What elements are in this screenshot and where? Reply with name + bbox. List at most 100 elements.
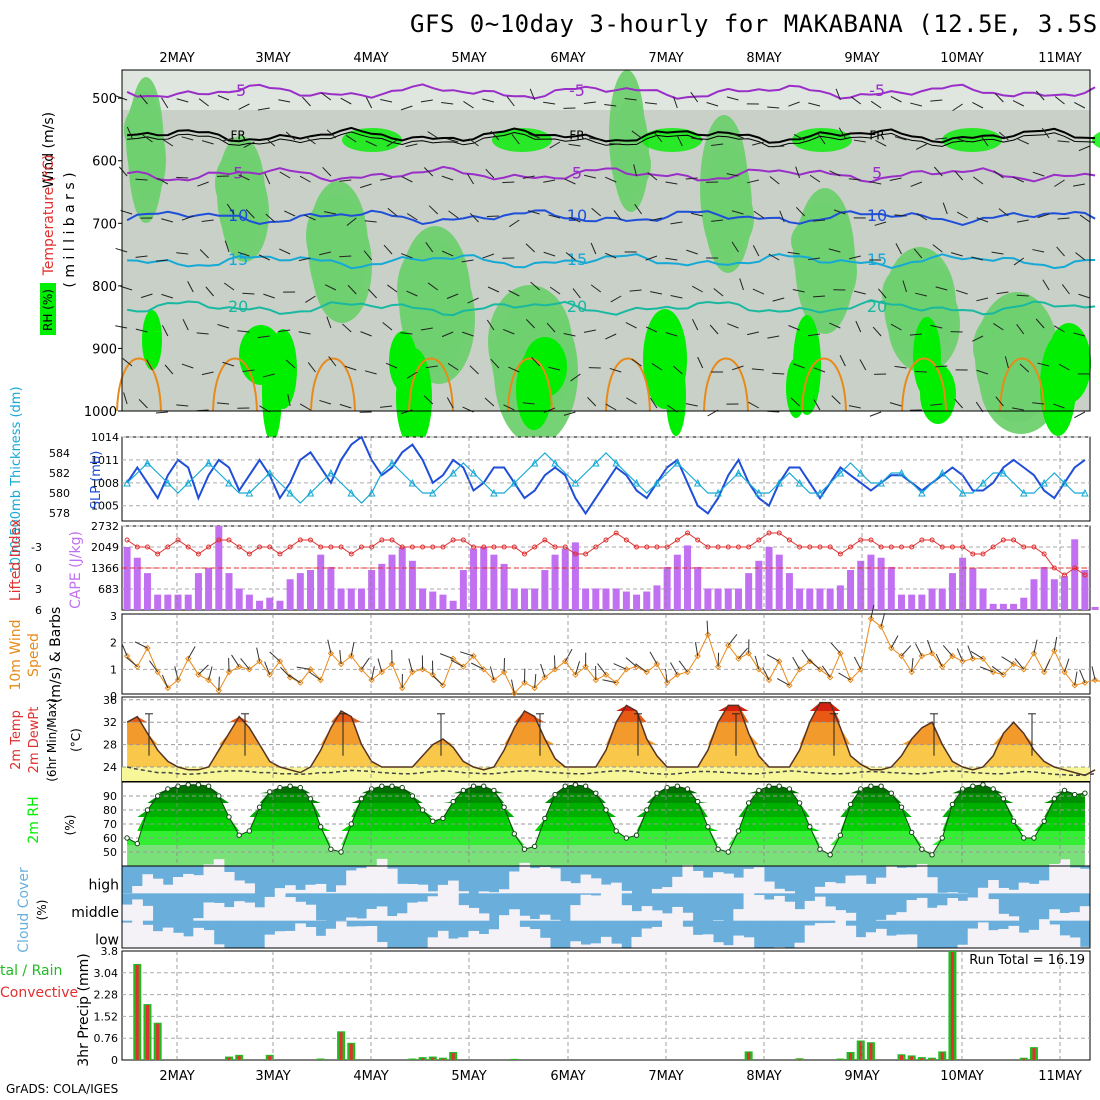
wind-barb (328, 356, 337, 367)
lifted-index-marker (257, 544, 263, 550)
cloud-gap (967, 897, 979, 921)
cape-bar (1081, 570, 1089, 610)
cloud-gap (376, 942, 388, 948)
cloud-gap (763, 881, 775, 894)
precip-total-bar (408, 1058, 417, 1060)
wind-barb (425, 241, 434, 253)
cape-bar (796, 588, 804, 610)
cape-bar (133, 557, 141, 610)
wind-barb (176, 98, 189, 103)
cape-bar (205, 568, 213, 610)
dewpoint-axis-label: 2m DewPt (27, 707, 42, 774)
wind-barb (201, 219, 214, 223)
rh-blob-high (142, 310, 162, 370)
contour-20 (126, 299, 1096, 317)
contour-label: 20 (228, 297, 248, 316)
precip-convective-bar (798, 1059, 802, 1060)
wind-barb (1012, 100, 1024, 107)
wind-barb (894, 365, 907, 369)
cape-bar (123, 547, 131, 610)
wind-barb (563, 333, 576, 337)
contour-label: 5 (233, 163, 243, 182)
wind-barb (490, 358, 500, 369)
cloud-gap (295, 901, 306, 921)
surface-wind-barb (432, 675, 444, 686)
wind-barb (1057, 140, 1070, 143)
wind-barb (972, 102, 984, 109)
cloud-gap (855, 875, 867, 894)
wind-barb (340, 97, 352, 105)
wind-barb (302, 96, 311, 107)
cape-bar (775, 554, 783, 610)
wind-barb (197, 181, 209, 187)
thickness-marker (510, 478, 519, 487)
slp-axis-label: SLP (mb) (89, 451, 104, 510)
wind-barb (634, 203, 642, 215)
thickness-marker (775, 478, 784, 487)
wind-barb (563, 411, 576, 416)
wind-barb (848, 255, 861, 260)
thickness-marker (714, 488, 722, 497)
wind-speed-marker (439, 682, 447, 689)
cape-bar (612, 588, 620, 610)
dewpoint-line (126, 766, 1096, 777)
thickness-marker (428, 488, 437, 497)
rh-blob-high (643, 309, 687, 409)
wind-barb (747, 331, 759, 336)
surface-wind-barb (979, 666, 994, 673)
lifted-index-marker (909, 544, 915, 550)
wind-barb (768, 253, 780, 261)
cloud-gap (774, 895, 785, 921)
wind-barb (423, 167, 434, 177)
lifted-index-axis-label: Lifted Index (8, 519, 24, 601)
wind-barb (139, 94, 148, 105)
cape-bar (969, 568, 977, 610)
wind-barb (691, 285, 703, 293)
wind-speed-marker (225, 668, 233, 676)
wind-speed-marker (898, 652, 905, 660)
cloud-gap (845, 912, 857, 921)
wind-barb (855, 320, 862, 333)
wind-barb (605, 252, 617, 259)
wind-barb (998, 131, 1009, 141)
wind-barb (405, 143, 418, 148)
cloud-gap (132, 886, 143, 894)
wind-barb (237, 330, 250, 333)
wind-barb (869, 411, 882, 417)
cape-bar (143, 573, 151, 610)
cloud-axis-label: Cloud Cover (16, 867, 32, 953)
wind-barb (549, 286, 561, 295)
wind-barb (1037, 362, 1050, 367)
cape-bar (551, 554, 559, 610)
wind-barb (226, 203, 235, 215)
wind-barb (262, 373, 275, 378)
wind-barb (1054, 179, 1065, 187)
wind-barb (690, 91, 699, 103)
wind-barb (135, 328, 148, 333)
cloud-gap (723, 873, 734, 894)
cloud-gap (998, 928, 1009, 948)
wind-barb (201, 371, 214, 376)
wind-barb (135, 255, 148, 258)
surface-wind-barb (717, 652, 720, 667)
wind-barb (339, 403, 352, 409)
wind-speed-marker (1061, 668, 1068, 676)
wind-barb (910, 102, 922, 107)
surface-wind-barb (625, 657, 637, 668)
wind-barb (752, 288, 765, 295)
cloud-gap (804, 900, 816, 921)
wind-barb (1078, 145, 1091, 152)
cape-tick: 2049 (91, 541, 119, 554)
rh-blob (130, 119, 166, 201)
cloud-gap (712, 942, 724, 948)
lifted-index-marker (919, 537, 925, 543)
wind-barb (1012, 176, 1024, 183)
wind-barb (853, 139, 866, 143)
li-tick: 3 (35, 583, 42, 596)
temperature-axis-label: Temperature (°C) (41, 155, 57, 277)
cloud-gap (366, 865, 378, 894)
cloud-gap (988, 899, 999, 921)
lifted-index-marker (583, 551, 589, 557)
wind-speed-marker (623, 666, 630, 673)
wind-barb (482, 253, 495, 259)
